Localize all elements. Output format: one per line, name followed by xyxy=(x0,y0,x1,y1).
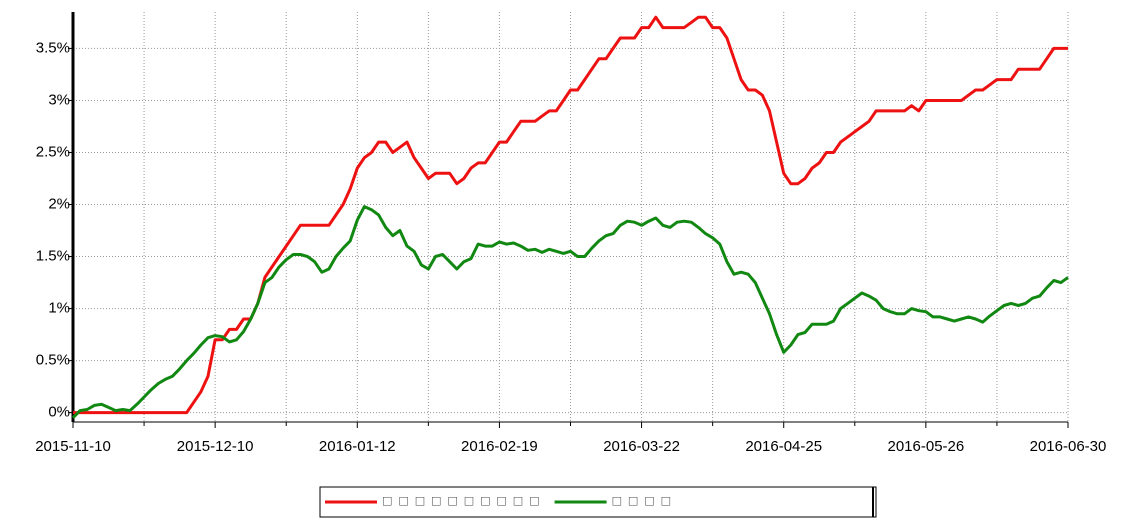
y-tick-label: 3% xyxy=(48,91,70,108)
series-line xyxy=(73,15,1068,415)
y-tick-label: 0% xyxy=(48,404,70,421)
y-tick-label: 2.5% xyxy=(36,143,70,160)
x-tick-label: 2016-05-26 xyxy=(887,438,964,455)
x-tick-label: 2015-12-10 xyxy=(177,438,254,455)
x-tick-label: 2016-03-22 xyxy=(603,438,680,455)
legend: □ □ □ □ □ □ □ □ □ □ □ □ □ □ xyxy=(319,486,877,518)
legend-label: □ □ □ □ □ □ □ □ □ □ xyxy=(383,493,541,509)
y-tick-label: 1% xyxy=(48,300,70,317)
x-tick-label: 2016-02-19 xyxy=(461,438,538,455)
x-tick-label: 2015-11-10 xyxy=(35,438,111,455)
x-tick-label: 2016-04-25 xyxy=(745,438,822,455)
y-tick-label: 1.5% xyxy=(36,248,70,265)
x-tick-label: 2016-01-12 xyxy=(319,438,396,455)
y-tick-label: 2% xyxy=(48,195,70,212)
series-line xyxy=(71,205,1069,419)
legend-label: □ □ □ □ xyxy=(613,493,673,509)
y-tick-label: 0.5% xyxy=(36,352,70,369)
x-tick-label: 2016-06-30 xyxy=(1030,438,1107,455)
y-tick-label: 3.5% xyxy=(36,39,70,56)
